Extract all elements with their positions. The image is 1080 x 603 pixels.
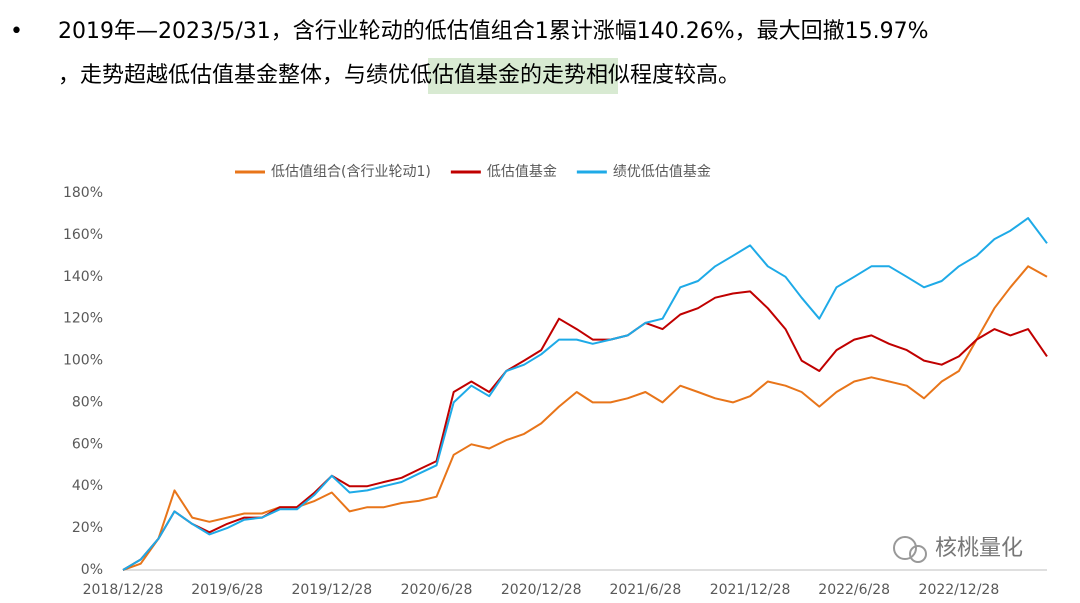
y-tick-label: 160% (63, 227, 103, 243)
y-tick-label: 20% (72, 520, 103, 536)
legend-label: 绩优低估值基金 (613, 163, 711, 180)
x-tick-label: 2018/12/28 (83, 582, 164, 598)
watermark: 核桃量化 (893, 536, 1023, 563)
x-tick-label: 2022/12/28 (919, 582, 1000, 598)
y-tick-label: 100% (63, 353, 103, 369)
series-line (122, 217, 1048, 571)
x-tick-label: 2020/12/28 (501, 582, 582, 598)
highlight-box (428, 58, 618, 94)
x-tick-label: 2021/12/28 (710, 582, 791, 598)
y-tick-label: 140% (63, 269, 103, 285)
series-line (122, 290, 1048, 571)
heading-line: ，走势超越低估值基金整体，与绩优低估值基金的走势相似程度较高。 (58, 63, 740, 88)
y-tick-label: 180% (63, 185, 103, 201)
y-tick-label: 60% (72, 436, 103, 452)
x-tick-label: 2022/6/28 (818, 582, 890, 598)
bullet: • (10, 19, 23, 44)
series-line (122, 265, 1048, 571)
y-tick-label: 120% (63, 311, 103, 327)
x-tick-label: 2019/12/28 (291, 582, 372, 598)
x-tick-label: 2021/6/28 (609, 582, 681, 598)
x-tick-label: 2020/6/28 (401, 582, 473, 598)
y-tick-label: 80% (72, 394, 103, 410)
y-tick-label: 40% (72, 478, 103, 494)
watermark-text: 核桃量化 (935, 536, 1023, 561)
legend-label: 低估值组合(含行业轮动1) (271, 164, 431, 180)
legend-label: 低估值基金 (487, 163, 557, 180)
highlight-text: 绩优低估值基金 (366, 63, 520, 88)
heading-line: 2019年—2023/5/31，含行业轮动的低估值组合1累计涨幅140.26%，… (58, 19, 929, 44)
x-tick-label: 2019/6/28 (191, 582, 263, 598)
legend: 低估值组合(含行业轮动1) 低估值基金 绩优低估值基金 (235, 163, 711, 180)
y-tick-label: 0% (81, 562, 103, 578)
